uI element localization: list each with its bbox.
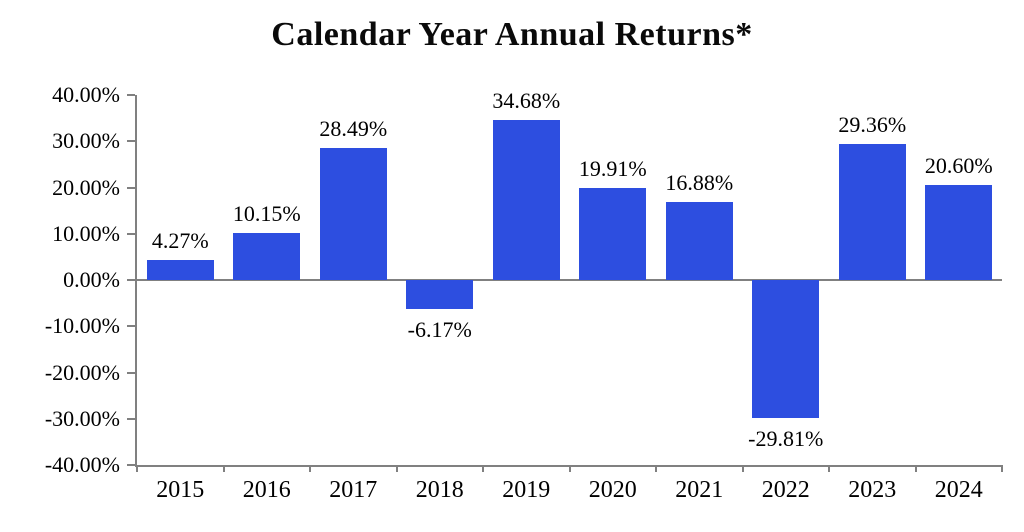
- y-axis-tick-label: 40.00%: [52, 82, 120, 107]
- y-axis-tick-mark: [127, 371, 135, 374]
- x-axis-tick-mark: [914, 465, 917, 472]
- bar-2019: [492, 119, 560, 280]
- zero-baseline: [137, 279, 1002, 281]
- y-axis-tick-label: -40.00%: [44, 452, 120, 477]
- y-axis-tick-mark: [127, 279, 135, 281]
- y-axis-tick-mark: [127, 464, 135, 466]
- x-axis-tick-label: 2017: [329, 477, 378, 503]
- x-axis-tick-mark: [741, 465, 744, 472]
- bar-value-label: 28.49%: [319, 116, 388, 142]
- y-axis-tick-mark: [127, 325, 135, 328]
- y-axis-tick-mark: [127, 232, 135, 235]
- chart-title: Calendar Year Annual Returns*: [271, 16, 753, 53]
- bar-2021: [665, 201, 733, 280]
- bar-2016: [233, 233, 301, 280]
- bar-2017: [319, 148, 387, 280]
- x-axis-tick-mark: [1001, 465, 1003, 472]
- y-axis-tick-mark: [127, 186, 135, 189]
- x-axis-tick-label: 2016: [242, 477, 291, 503]
- plot-area: 40.00% 30.00% 20.00% 10.00% 0.00% -10.00% -20.…: [45, 82, 1003, 503]
- y-axis-tick-label: 10.00%: [52, 220, 120, 246]
- x-axis-tick-mark: [482, 465, 484, 472]
- bar-2020: [579, 187, 647, 280]
- x-axis-tick-mark: [136, 465, 138, 472]
- x-axis-tick-mark: [828, 465, 830, 472]
- x-axis-tick-label: 2020: [588, 477, 637, 503]
- bar-value-label: -6.17%: [407, 316, 472, 342]
- x-axis-tick-mark: [568, 465, 571, 472]
- y-axis-tick-label: 0.00%: [63, 267, 120, 292]
- bar-value-label: -29.81%: [748, 425, 824, 451]
- bar-2015: [146, 260, 214, 280]
- x-axis-tick-label: 2015: [156, 477, 205, 503]
- y-axis-tick-label: -20.00%: [44, 359, 120, 385]
- x-axis-tick-label: 2022: [761, 477, 810, 503]
- x-axis-tick-label: 2024: [934, 477, 983, 503]
- x-axis-tick-mark: [309, 465, 311, 472]
- x-axis-tick-label: 2023: [848, 477, 897, 503]
- bar-value-label: 16.88%: [665, 169, 734, 195]
- y-axis-tick-mark: [127, 417, 135, 420]
- bar-value-label: 4.27%: [151, 228, 209, 254]
- x-axis-tick-label: 2021: [675, 477, 724, 503]
- x-axis-tick-label: 2018: [415, 477, 464, 503]
- bar-value-label: 20.60%: [924, 152, 993, 178]
- bar-2024: [925, 184, 993, 280]
- y-axis-tick-label: 30.00%: [52, 128, 120, 154]
- bar-value-label: 34.68%: [492, 87, 561, 113]
- bar-value-label: 19.91%: [578, 155, 647, 181]
- x-axis-tick-mark: [395, 465, 398, 472]
- y-axis-tick-label: -10.00%: [44, 313, 120, 339]
- x-axis-tick-label: 2019: [502, 477, 551, 503]
- x-axis-tick-mark: [655, 465, 657, 472]
- bar-value-label: 10.15%: [232, 201, 301, 227]
- bar-2023: [838, 144, 906, 280]
- y-axis-tick-label: 20.00%: [52, 174, 120, 200]
- y-axis-tick-label: -30.00%: [44, 405, 120, 431]
- bar-2018: [406, 280, 474, 309]
- bar-value-label: 29.36%: [838, 112, 907, 138]
- x-axis-tick-mark: [222, 465, 225, 472]
- bar-2022: [752, 280, 820, 418]
- y-axis-tick-mark: [127, 94, 135, 96]
- y-axis-tick-mark: [127, 140, 135, 143]
